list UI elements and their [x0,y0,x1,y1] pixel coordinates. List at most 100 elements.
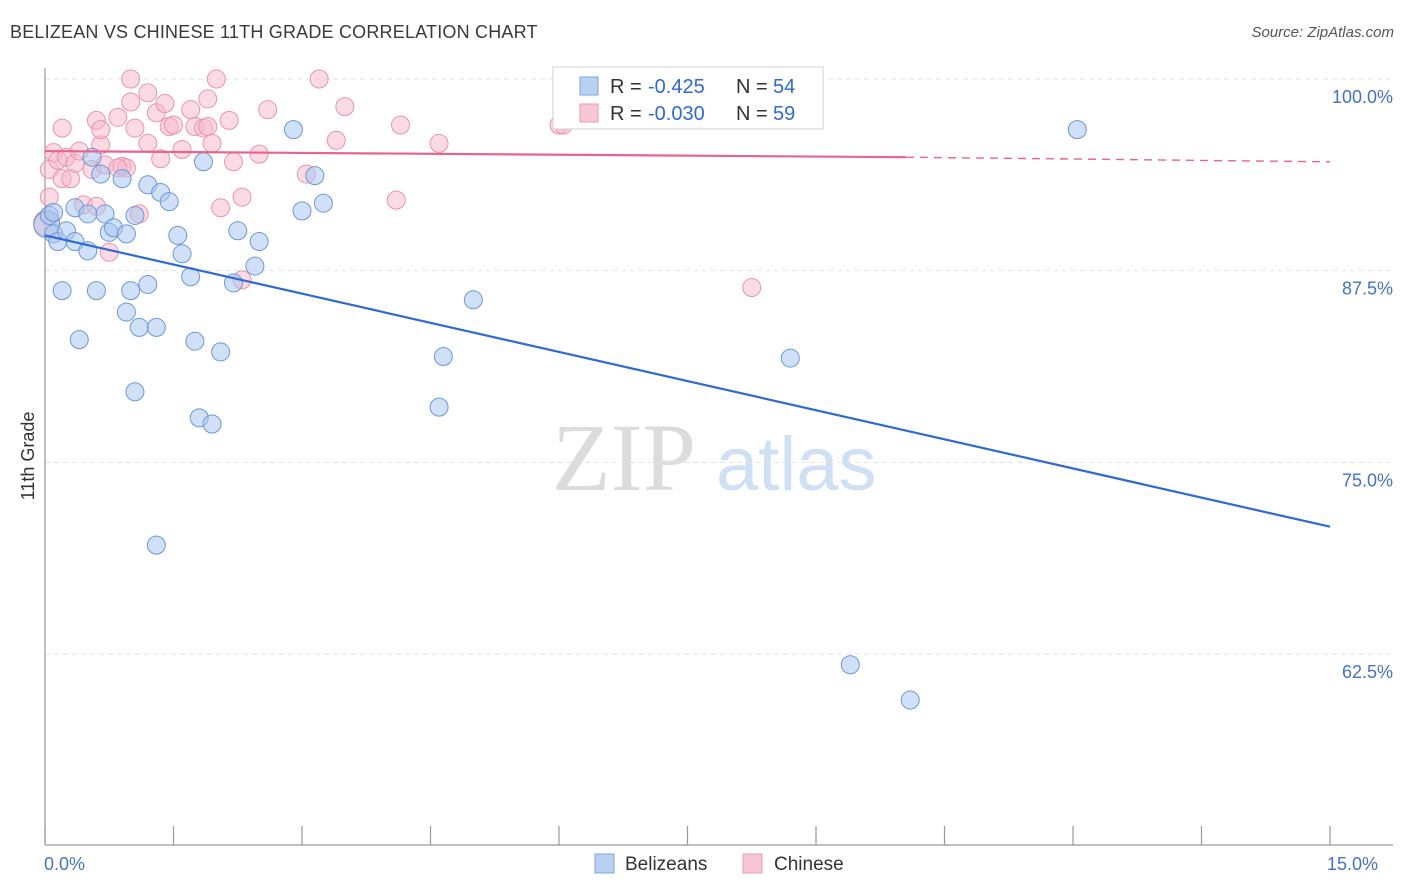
chinese-point [155,94,175,114]
belizean-point [840,655,860,675]
belizean-point [159,192,179,212]
x-tick-label-max: 15.0% [1327,854,1378,874]
chinese-point [232,187,252,207]
series-legend: Belizeans Chinese [594,853,844,875]
belizean-point [780,348,800,368]
chart-title: BELIZEAN VS CHINESE 11TH GRADE CORRELATI… [10,22,538,42]
chinese-point [164,115,183,135]
belizean-point [228,221,248,241]
watermark-atlas: atlas [716,422,877,507]
bottom-legend-chinese: Chinese [774,854,844,875]
belizean-point [292,201,312,221]
chinese-trend-line [44,149,906,159]
chinese-point [151,149,171,169]
belizean-point [211,342,231,362]
legend-n-label-1: N = [736,76,768,98]
belizean-point [52,281,72,301]
legend-r-label-1: R = [610,76,642,98]
belizean-point [112,169,132,189]
belizean-point [86,281,106,301]
belizean-point [1067,120,1087,140]
y-tick-label: 75.0% [1342,470,1393,490]
belizean-point [125,205,145,225]
y-axis-label: 11th Grade [18,412,38,501]
legend-n-value-1: 54 [773,76,795,98]
chinese-point [219,110,239,130]
legend-swatch-chinese [579,103,599,123]
gridlines [45,78,1393,655]
chinese-point [223,152,243,172]
chinese-point [138,83,158,103]
trend-lines [44,149,1331,528]
belizean-point [245,256,265,276]
belizean-point [463,290,483,310]
x-ticks [44,826,1331,845]
belizean-point [146,535,166,555]
bottom-legend-belizeans: Belizeans [625,854,707,875]
source-label: Source: ZipAtlas.com [1251,24,1394,41]
belizean-point [78,204,98,224]
watermark-zip: ZIP [552,404,696,511]
belizean-point [168,225,188,245]
bottom-legend-swatch-belizeans [594,853,615,874]
chinese-point [138,133,158,153]
chinese-point [52,118,72,138]
y-tick-label: 100.0% [1332,87,1393,107]
y-tick-label: 87.5% [1342,279,1393,299]
belizean-point [95,204,115,224]
belizean-point [433,347,453,367]
x-tick-label-min: 0.0% [44,854,85,874]
chinese-point [249,144,269,164]
belizean-point [69,330,89,350]
y-tick-labels: 100.0% 87.5% 75.0% 62.5% [1332,87,1393,682]
chinese-point [108,107,128,127]
chinese-point [391,115,411,135]
chinese-point [198,89,218,109]
legend-r-value-2: -0.030 [648,103,705,125]
belizean-point [185,331,205,351]
legend-n-value-2: 59 [773,103,795,125]
chinese-point [181,100,201,120]
belizean-point [116,302,136,322]
chinese-point [125,118,145,138]
chinese-point [121,69,141,89]
chinese-point [309,69,329,89]
belizean-point [202,414,222,434]
bottom-legend-swatch-chinese [742,853,763,874]
chinese-point [429,133,449,153]
chinese-point [198,117,218,137]
belizean-point [44,202,64,222]
chinese-point [326,130,346,150]
chinese-point [742,278,762,298]
legend-n-label-2: N = [736,103,768,125]
belizean-point [305,166,325,186]
belizean-point [146,317,166,337]
belizean-point [172,244,192,264]
belizean-point [82,147,102,167]
y-tick-label: 62.5% [1342,662,1393,682]
chinese-point [172,140,192,160]
belizean-point [125,382,145,402]
belizean-point [121,281,141,301]
chinese-point [211,198,231,218]
chinese-point [335,97,355,117]
belizean-trend-line [44,234,1331,528]
belizean-point [116,224,136,244]
legend-swatch-belizeans [579,76,599,96]
chinese-point [258,100,278,120]
belizean-point [129,317,149,337]
belizean-point [900,690,920,710]
chinese-trend-line-extension [905,156,1331,163]
legend-r-value-1: -0.425 [648,76,705,98]
chinese-point [206,69,226,89]
chinese-point [386,190,406,210]
belizean-point [429,397,449,417]
stats-legend: R = -0.425 N = 54 R = -0.030 N = 59 [552,66,824,130]
belizean-point [193,152,213,172]
belizean-point [283,120,303,140]
belizean-points [33,120,1087,710]
chinese-point [121,92,141,112]
chinese-point [91,120,111,140]
legend-r-label-2: R = [610,103,642,125]
